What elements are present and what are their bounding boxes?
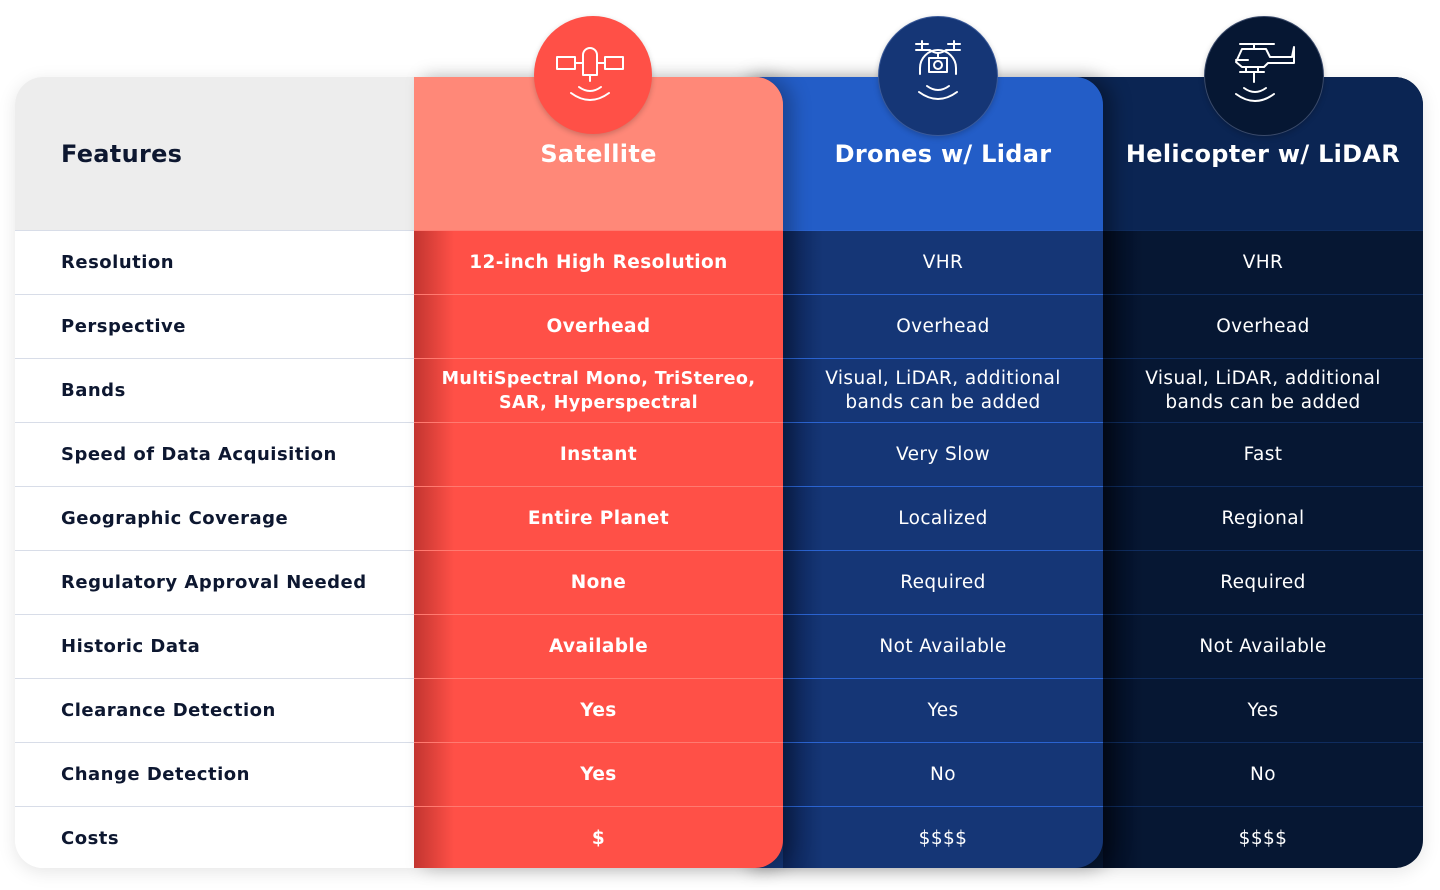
cell-value: Yes <box>580 699 617 721</box>
cell-value: None <box>570 571 627 593</box>
drones-cell: VHR <box>740 230 1103 294</box>
feature-label: Historic Data <box>61 636 201 657</box>
satellite-cell: Entire Planet <box>414 486 783 550</box>
drones-cell: Localized <box>740 486 1103 550</box>
feature-row: Historic Data <box>15 614 415 678</box>
satellite-column: Satellite 12-inch High Resolution Overhe… <box>414 77 783 868</box>
feature-label: Costs <box>61 828 120 849</box>
cell-value: Regional <box>1221 507 1305 529</box>
drones-cell: $$$$ <box>740 806 1103 868</box>
drones-cell: Yes <box>740 678 1103 742</box>
satellite-icon <box>534 16 652 134</box>
satellite-cell: $ <box>414 806 783 868</box>
cell-value: Yes <box>580 763 617 785</box>
cell-value: Instant <box>559 443 638 465</box>
helicopter-cell: Required <box>1060 550 1423 614</box>
cell-value: Required <box>1220 571 1306 593</box>
helicopter-cell: Visual, LiDAR, additional bands can be a… <box>1060 358 1423 422</box>
feature-label: Resolution <box>61 252 175 273</box>
helicopter-cell: Overhead <box>1060 294 1423 358</box>
cell-value: Overhead <box>896 315 990 337</box>
feature-label: Perspective <box>61 316 186 337</box>
cell-value: Not Available <box>1199 635 1327 657</box>
feature-row: Resolution <box>15 230 415 294</box>
drones-header-label: Drones w/ Lidar <box>834 139 1052 168</box>
feature-label: Speed of Data Acquisition <box>61 444 337 465</box>
feature-label: Change Detection <box>61 764 250 785</box>
feature-row: Perspective <box>15 294 415 358</box>
cell-value: MultiSpectral Mono, TriStereo, SAR, Hype… <box>441 368 756 413</box>
drones-cell: Not Available <box>740 614 1103 678</box>
cell-value: Yes <box>1247 699 1279 721</box>
satellite-cell: MultiSpectral Mono, TriStereo, SAR, Hype… <box>414 358 783 422</box>
feature-row: Bands <box>15 358 415 422</box>
drones-cell: Visual, LiDAR, additional bands can be a… <box>740 358 1103 422</box>
helicopter-column: Helicopter w/ LiDAR VHR Overhead Visual,… <box>1060 77 1423 868</box>
feature-label: Regulatory Approval Needed <box>61 572 367 593</box>
features-header: Features <box>15 77 415 230</box>
cell-value: Required <box>900 571 986 593</box>
satellite-cell: Available <box>414 614 783 678</box>
drone-icon <box>878 16 998 136</box>
cell-value: Entire Planet <box>527 507 670 529</box>
cell-value: Visual, LiDAR, additional bands can be a… <box>1145 367 1381 413</box>
satellite-cell: None <box>414 550 783 614</box>
helicopter-cell: $$$$ <box>1060 806 1423 868</box>
cell-value: Visual, LiDAR, additional bands can be a… <box>825 367 1061 413</box>
feature-label: Clearance Detection <box>61 700 276 721</box>
feature-row: Speed of Data Acquisition <box>15 422 415 486</box>
satellite-cell: Instant <box>414 422 783 486</box>
cell-value: Overhead <box>546 315 651 337</box>
helicopter-cell: VHR <box>1060 230 1423 294</box>
cell-value: Very Slow <box>896 443 990 465</box>
features-header-label: Features <box>61 139 183 168</box>
drones-cell: Required <box>740 550 1103 614</box>
features-column: Features Resolution Perspective Bands Sp… <box>15 77 415 868</box>
drones-cell: No <box>740 742 1103 806</box>
feature-row: Costs <box>15 806 415 868</box>
cell-value: Not Available <box>879 635 1007 657</box>
cell-value: Fast <box>1243 443 1283 465</box>
satellite-cell: 12-inch High Resolution <box>414 230 783 294</box>
drones-cell: Overhead <box>740 294 1103 358</box>
cell-value: Available <box>548 635 649 657</box>
satellite-cell: Yes <box>414 742 783 806</box>
cell-value: No <box>930 763 956 785</box>
helicopter-cell: Not Available <box>1060 614 1423 678</box>
cell-value: Yes <box>927 699 959 721</box>
helicopter-cell: Yes <box>1060 678 1423 742</box>
feature-row: Clearance Detection <box>15 678 415 742</box>
feature-row: Geographic Coverage <box>15 486 415 550</box>
feature-row: Change Detection <box>15 742 415 806</box>
cell-value: No <box>1250 763 1276 785</box>
drones-header: Drones w/ Lidar <box>740 77 1103 230</box>
feature-label: Bands <box>61 380 126 401</box>
cell-value: $ <box>591 827 606 849</box>
cell-value: $$$$ <box>918 827 968 849</box>
drones-cell: Very Slow <box>740 422 1103 486</box>
cell-value: VHR <box>922 251 964 273</box>
cell-value: Overhead <box>1216 315 1310 337</box>
drones-column: Drones w/ Lidar VHR Overhead Visual, LiD… <box>740 77 1103 868</box>
cell-value: Localized <box>898 507 988 529</box>
cell-value: 12-inch High Resolution <box>469 251 728 273</box>
helicopter-cell: No <box>1060 742 1423 806</box>
helicopter-header-label: Helicopter w/ LiDAR <box>1125 139 1401 168</box>
cell-value: VHR <box>1242 251 1284 273</box>
helicopter-cell: Regional <box>1060 486 1423 550</box>
satellite-cell: Overhead <box>414 294 783 358</box>
feature-row: Regulatory Approval Needed <box>15 550 415 614</box>
satellite-header-label: Satellite <box>540 139 657 168</box>
satellite-cell: Yes <box>414 678 783 742</box>
cell-value: $$$$ <box>1238 827 1288 849</box>
helicopter-cell: Fast <box>1060 422 1423 486</box>
helicopter-icon <box>1204 16 1324 136</box>
feature-label: Geographic Coverage <box>61 508 289 529</box>
